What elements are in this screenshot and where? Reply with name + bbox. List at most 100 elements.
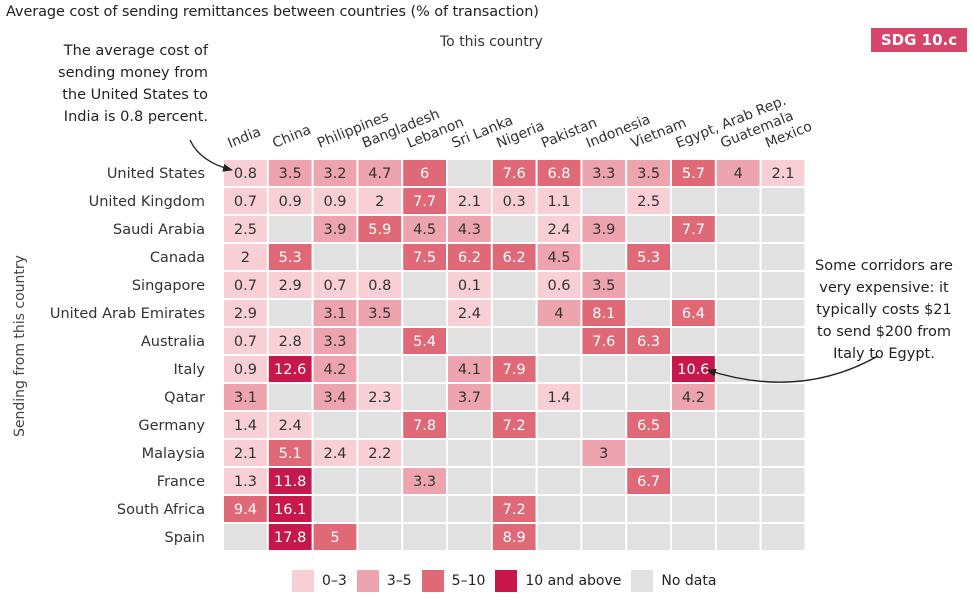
heatmap-cell [358, 440, 402, 466]
heatmap-cell [761, 524, 805, 550]
x-axis-label: To this country [440, 34, 543, 50]
cell-value-label: 2.2 [368, 446, 391, 462]
heatmap-cell [358, 496, 402, 522]
heatmap-cell [582, 216, 626, 242]
heatmap-cell [537, 188, 581, 214]
cell-value-label: 3.1 [323, 306, 346, 322]
heatmap-cell [268, 440, 312, 466]
heatmap-cell [313, 440, 357, 466]
heatmap-cell [448, 440, 491, 466]
cell-value-label: 7.8 [413, 418, 436, 434]
chart-title: Average cost of sending remittances betw… [6, 4, 539, 20]
cell-value-label: 0.1 [458, 278, 481, 294]
heatmap-cell [672, 468, 715, 494]
cell-value-label: 11.8 [274, 474, 306, 490]
cell-value-label: 6 [420, 166, 429, 182]
cell-value-label: 2.9 [279, 278, 302, 294]
heatmap-cell [761, 468, 805, 494]
heatmap-cell [672, 300, 715, 326]
row-label: Malaysia [142, 446, 205, 462]
heatmap-cell [358, 328, 402, 354]
row-label: Saudi Arabia [113, 222, 205, 238]
cell-value-label: 5.7 [682, 166, 705, 182]
heatmap-cell [716, 216, 760, 242]
cell-value-label: 6.7 [637, 474, 660, 490]
cell-value-label: 2.1 [771, 166, 794, 182]
row-label: Italy [174, 362, 206, 378]
cell-value-label: 3.4 [323, 390, 346, 406]
legend-item: 5–10 [421, 570, 485, 592]
row-label: Spain [164, 530, 205, 546]
cell-value-label: 8.9 [503, 530, 526, 546]
heatmap-cell [582, 160, 626, 186]
row-label: United Kingdom [89, 194, 205, 210]
heatmap-cell [403, 384, 446, 410]
cell-value-label: 7.2 [503, 418, 526, 434]
cell-value-label: 6.4 [682, 306, 705, 322]
cell-value-label: 2.5 [637, 194, 660, 210]
heatmap-cell [761, 440, 805, 466]
cell-value-label: 2.4 [547, 222, 570, 238]
heatmap-cell [358, 468, 402, 494]
row-label: United States [107, 166, 205, 182]
heatmap-cell [627, 160, 670, 186]
cell-value-label: 5.3 [279, 250, 302, 266]
heatmap-cell [582, 188, 626, 214]
cell-value-label: 10.6 [677, 362, 709, 378]
heatmap-cell [537, 412, 581, 438]
annotation-arrow-italy-egypt [706, 355, 879, 383]
cell-value-label: 2.4 [458, 306, 481, 322]
sdg-badge: SDG 10.c [871, 28, 967, 52]
heatmap-cell [492, 328, 536, 354]
cell-value-label: 0.9 [279, 194, 302, 210]
legend-swatch [356, 570, 379, 592]
heatmap-cell [224, 244, 267, 270]
heatmap-cell [672, 524, 715, 550]
cell-value-label: 7.9 [503, 362, 526, 378]
annotation-right-line: typically costs $21 [816, 302, 952, 318]
heatmap-cell [761, 496, 805, 522]
heatmap-cell [716, 412, 760, 438]
heatmap-cell [492, 272, 536, 298]
heatmap-cell [716, 496, 760, 522]
row-label: Singapore [132, 278, 205, 294]
legend-label: No data [661, 573, 717, 589]
heatmap-cell [224, 384, 267, 410]
heatmap-cell [537, 216, 581, 242]
heatmap-cell [761, 216, 805, 242]
annotation-right-line: very expensive: it [819, 280, 949, 296]
cell-value-label: 6.5 [637, 418, 660, 434]
cell-value-label: 2.1 [234, 446, 257, 462]
heatmap-cell [313, 496, 357, 522]
heatmap-cell [716, 160, 760, 186]
heatmap-cell [672, 216, 715, 242]
cell-value-label: 3.5 [592, 278, 615, 294]
cell-value-label: 0.7 [234, 334, 257, 350]
heatmap-cell [358, 272, 402, 298]
heatmap-cell [268, 160, 312, 186]
heatmap-cell [672, 244, 715, 270]
heatmap-cell [537, 160, 581, 186]
legend-swatch [421, 570, 444, 592]
heatmap-cell [313, 160, 357, 186]
heatmap-cell [582, 300, 626, 326]
heatmap-cell [403, 216, 446, 242]
cell-value-label: 3.5 [368, 306, 391, 322]
heatmap-cell [761, 384, 805, 410]
heatmap-cell [627, 384, 670, 410]
cell-value-label: 2.4 [279, 418, 302, 434]
heatmap-cell [268, 328, 312, 354]
annotation-left-line: The average cost of [63, 43, 208, 59]
heatmap-cell [627, 468, 670, 494]
annotation-left-line: sending money from [58, 65, 208, 81]
cell-value-label: 3 [599, 446, 608, 462]
cell-value-label: 2 [375, 194, 384, 210]
cell-value-label: 7.5 [413, 250, 436, 266]
cell-value-label: 5.9 [368, 222, 391, 238]
cell-value-label: 0.3 [503, 194, 526, 210]
heatmap-cell [448, 272, 491, 298]
cell-value-label: 2.8 [279, 334, 302, 350]
cell-value-label: 12.6 [274, 362, 306, 378]
heatmap-cell [313, 328, 357, 354]
